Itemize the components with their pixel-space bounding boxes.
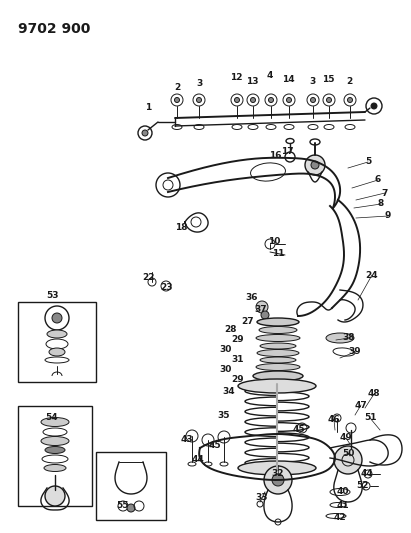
Text: 18: 18 bbox=[175, 223, 187, 232]
Text: 4: 4 bbox=[267, 71, 273, 80]
Text: 33: 33 bbox=[256, 492, 268, 502]
Circle shape bbox=[175, 98, 180, 102]
Ellipse shape bbox=[256, 364, 300, 370]
Text: 40: 40 bbox=[337, 488, 349, 497]
Ellipse shape bbox=[44, 464, 66, 472]
Text: 49: 49 bbox=[339, 433, 352, 442]
Circle shape bbox=[305, 155, 325, 175]
Circle shape bbox=[45, 486, 65, 506]
Bar bbox=[18, 406, 92, 506]
Text: 35: 35 bbox=[218, 410, 230, 419]
Text: 7: 7 bbox=[382, 189, 388, 198]
Text: 1: 1 bbox=[145, 103, 151, 112]
Text: 36: 36 bbox=[246, 294, 258, 303]
Text: 38: 38 bbox=[343, 334, 355, 343]
Bar bbox=[18, 302, 96, 382]
Text: 44: 44 bbox=[360, 470, 373, 479]
Circle shape bbox=[142, 130, 148, 136]
Text: 45: 45 bbox=[209, 441, 221, 450]
Text: 3: 3 bbox=[309, 77, 315, 86]
Text: 29: 29 bbox=[232, 376, 244, 384]
Ellipse shape bbox=[45, 447, 65, 454]
Text: 42: 42 bbox=[334, 513, 346, 521]
Ellipse shape bbox=[49, 348, 65, 356]
Text: 12: 12 bbox=[230, 72, 242, 82]
Circle shape bbox=[347, 98, 353, 102]
Ellipse shape bbox=[257, 318, 299, 326]
Bar bbox=[96, 452, 166, 520]
Circle shape bbox=[250, 98, 256, 102]
Ellipse shape bbox=[41, 417, 69, 426]
Circle shape bbox=[286, 98, 291, 102]
Circle shape bbox=[326, 98, 332, 102]
Circle shape bbox=[264, 466, 292, 494]
Ellipse shape bbox=[259, 327, 297, 334]
Ellipse shape bbox=[253, 371, 303, 381]
Text: 5: 5 bbox=[365, 157, 371, 166]
Text: 11: 11 bbox=[272, 249, 284, 259]
Ellipse shape bbox=[260, 343, 296, 349]
Text: 29: 29 bbox=[232, 335, 244, 344]
Circle shape bbox=[311, 161, 319, 169]
Text: 50: 50 bbox=[342, 448, 354, 457]
Text: 10: 10 bbox=[268, 238, 280, 246]
Text: 9: 9 bbox=[385, 212, 391, 221]
Text: 24: 24 bbox=[366, 271, 378, 279]
Text: 22: 22 bbox=[142, 273, 154, 282]
Text: 48: 48 bbox=[368, 390, 380, 399]
Text: 44: 44 bbox=[192, 456, 204, 464]
Text: 2: 2 bbox=[346, 77, 352, 86]
Text: 32: 32 bbox=[272, 470, 284, 479]
Circle shape bbox=[268, 98, 273, 102]
Text: 51: 51 bbox=[364, 414, 376, 423]
Text: 15: 15 bbox=[322, 76, 334, 85]
Text: 23: 23 bbox=[160, 282, 172, 292]
Ellipse shape bbox=[257, 350, 299, 357]
Text: 6: 6 bbox=[375, 175, 381, 184]
Text: 31: 31 bbox=[232, 356, 244, 365]
Text: 16: 16 bbox=[269, 151, 281, 160]
Text: 2: 2 bbox=[174, 84, 180, 93]
Text: 30: 30 bbox=[220, 366, 232, 375]
Circle shape bbox=[334, 446, 362, 474]
Ellipse shape bbox=[238, 379, 316, 393]
Text: 47: 47 bbox=[355, 400, 367, 409]
Text: 30: 30 bbox=[220, 345, 232, 354]
Circle shape bbox=[371, 103, 377, 109]
Ellipse shape bbox=[256, 335, 300, 342]
Circle shape bbox=[261, 311, 269, 319]
Text: 54: 54 bbox=[46, 414, 58, 423]
Text: 17: 17 bbox=[281, 148, 293, 157]
Text: 52: 52 bbox=[356, 481, 368, 490]
Text: 46: 46 bbox=[328, 416, 340, 424]
Text: 13: 13 bbox=[246, 77, 258, 85]
Ellipse shape bbox=[41, 437, 69, 446]
Ellipse shape bbox=[260, 357, 296, 363]
Ellipse shape bbox=[47, 330, 67, 338]
Text: 8: 8 bbox=[378, 199, 384, 208]
Circle shape bbox=[127, 504, 135, 512]
Text: 9702 900: 9702 900 bbox=[18, 22, 90, 36]
Ellipse shape bbox=[326, 333, 354, 343]
Text: 37: 37 bbox=[255, 305, 267, 314]
Text: 34: 34 bbox=[223, 387, 236, 397]
Text: 3: 3 bbox=[196, 79, 202, 88]
Circle shape bbox=[196, 98, 201, 102]
Text: 14: 14 bbox=[282, 76, 294, 85]
Circle shape bbox=[52, 313, 62, 323]
Text: 43: 43 bbox=[181, 435, 193, 445]
Circle shape bbox=[256, 301, 268, 313]
Text: 45: 45 bbox=[293, 425, 305, 434]
Text: 27: 27 bbox=[242, 317, 254, 326]
Text: 28: 28 bbox=[224, 326, 236, 335]
Circle shape bbox=[272, 474, 284, 486]
Ellipse shape bbox=[238, 461, 316, 475]
Circle shape bbox=[235, 98, 240, 102]
Text: 53: 53 bbox=[46, 290, 58, 300]
Text: 41: 41 bbox=[337, 500, 349, 510]
Text: 55: 55 bbox=[116, 500, 128, 510]
Text: 39: 39 bbox=[349, 348, 361, 357]
Circle shape bbox=[310, 98, 316, 102]
